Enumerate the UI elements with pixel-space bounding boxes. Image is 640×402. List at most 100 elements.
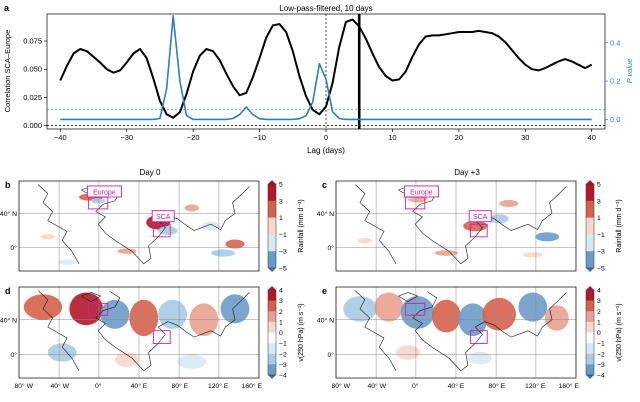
colorbar-segment xyxy=(268,217,276,235)
x-tick-label: 40 xyxy=(588,133,596,142)
sca-label-box xyxy=(151,210,175,223)
anomaly-patch xyxy=(158,226,178,235)
chart-title: Low-pass-filtered, 10 days xyxy=(279,4,372,13)
europe-label-box xyxy=(86,185,122,198)
x-tick-label: −10 xyxy=(253,133,266,142)
x-tick-label: −20 xyxy=(187,133,200,142)
colorbar-tick-label: 5 xyxy=(597,182,601,189)
longitude-label: 80° W xyxy=(15,382,34,390)
x-tick-label: 30 xyxy=(521,133,529,142)
line-chart-panel-a: a Low-pass-filtered, 10 days −40 −30 −20 −1… xyxy=(3,3,634,155)
panel-label-e: e xyxy=(322,286,327,296)
colorbar-segment xyxy=(268,343,276,355)
colorbar-tick-label: 5 xyxy=(279,182,283,189)
anomaly-patch xyxy=(482,297,516,331)
longitude-label: 160° E xyxy=(559,382,580,390)
colorbar-frame xyxy=(267,183,277,269)
y-tick-label: 0.075 xyxy=(23,37,42,46)
colorbar-tick-label: 1 xyxy=(597,215,601,222)
colorbar-tick-label: 4 xyxy=(279,288,283,295)
y2-tick-label: 0.4 xyxy=(610,38,620,47)
sca-label: SCA xyxy=(151,210,175,223)
panel-label-d: d xyxy=(5,286,11,296)
anomaly-patch xyxy=(220,294,250,324)
coastline xyxy=(37,290,80,371)
anomaly-patch xyxy=(434,250,459,256)
sca-label-box xyxy=(468,210,492,223)
colorbar-tick-label: −4 xyxy=(279,373,287,380)
colorbar-top-arrow xyxy=(586,286,594,290)
colorbar-frame xyxy=(585,289,595,376)
x-axis: −40 −30 −20 −10 0 10 20 30 40 xyxy=(54,129,596,142)
map-panel-d: d 40° N 0° 80° W 40° W 0° 40° E 80° E 120° E 160°… xyxy=(0,286,305,390)
colorbar-segment xyxy=(268,251,276,269)
colorbar-tick-label: −3 xyxy=(279,249,287,256)
sca-region-box xyxy=(469,330,488,344)
colorbar-tick-label: 0 xyxy=(279,330,283,337)
colorbar-tick-label: 3 xyxy=(597,198,601,205)
colorbar-b: 5 3 1 −1 −3 −5 Rainfall (mm d⁻¹) xyxy=(267,180,305,273)
anomaly-patch xyxy=(184,204,199,212)
latitude-label: 0° xyxy=(328,351,335,359)
sca-label: SCA xyxy=(468,210,492,223)
y-tick-label: 0.025 xyxy=(23,93,42,102)
europe-label: Europe xyxy=(86,185,122,198)
y-tick-label: 0.000 xyxy=(23,121,42,130)
map-frame xyxy=(18,286,260,379)
anomaly-patch xyxy=(225,239,245,249)
anomaly-patch xyxy=(400,296,435,329)
map-content xyxy=(19,287,259,378)
colorbar-tick-label: −1 xyxy=(279,341,287,348)
y-tick-label: 0.050 xyxy=(23,65,42,74)
colorbar-e: 4 3 2 1 0 −1 −2 −3 −4 v(250 hPa) (m s⁻¹) xyxy=(585,286,623,380)
anomaly-patch xyxy=(115,352,139,368)
map-content xyxy=(336,181,576,271)
coastline xyxy=(81,292,102,302)
anomaly-patch xyxy=(69,292,103,326)
map-panel-b: b Europe SCA 40° N 0° 5 3 1 −1 −3 −5 Rainfall (mm d… xyxy=(0,180,305,273)
colorbar-segment xyxy=(268,311,276,323)
anomaly-patch xyxy=(463,220,488,232)
colorbar-tick-label: 2 xyxy=(597,309,601,316)
europe-label-box xyxy=(403,185,439,198)
anomaly-patch xyxy=(518,292,548,322)
y2-tick-label: 0.2 xyxy=(610,77,620,86)
colorbar-bottom-arrow xyxy=(586,268,594,272)
colorbar-top-arrow xyxy=(268,180,276,184)
colorbar-segment xyxy=(586,290,594,301)
longitude-label: 120° E xyxy=(525,382,546,390)
colorbar-tick-label: 1 xyxy=(597,319,601,326)
anomaly-patch xyxy=(374,292,404,322)
series-layer xyxy=(59,15,593,121)
coastline xyxy=(412,185,567,265)
colorbar-bottom-arrow xyxy=(268,268,276,272)
colorbar-frame xyxy=(267,289,277,376)
europe-label: Europe xyxy=(403,185,439,198)
colorbar-tick-label: −1 xyxy=(279,232,287,239)
colorbar-segment xyxy=(268,200,276,218)
anomaly-patch xyxy=(396,345,420,360)
colorbar-d: 4 3 2 1 0 −1 −2 −3 −4 v(250 hPa) (m s⁻¹) xyxy=(267,286,305,380)
reference-lines xyxy=(47,14,605,129)
colorbar-segment xyxy=(586,353,594,365)
x-tick-label: 20 xyxy=(455,133,463,142)
longitude-label: 160° E xyxy=(242,382,263,390)
anomaly-patch xyxy=(499,199,519,208)
coastline xyxy=(354,184,397,264)
x-tick-label: −30 xyxy=(120,133,133,142)
anomaly-patch xyxy=(523,252,543,258)
y-axis-right: 0.0 0.2 0.4 xyxy=(605,38,620,124)
coastline xyxy=(95,185,250,265)
map-frame xyxy=(18,180,260,272)
anomaly-patch xyxy=(91,198,106,204)
colorbar-tick-label: −5 xyxy=(597,266,605,273)
colorbar-segment xyxy=(586,332,594,344)
map-content xyxy=(19,181,259,271)
coastline xyxy=(95,291,250,372)
coastline xyxy=(37,184,80,264)
correlation-line xyxy=(59,18,593,119)
latitude-label: 0° xyxy=(11,351,18,359)
colorbar-segment xyxy=(268,332,276,344)
anomaly-patch xyxy=(57,259,77,265)
colorbar-tick-label: −1 xyxy=(597,341,605,348)
